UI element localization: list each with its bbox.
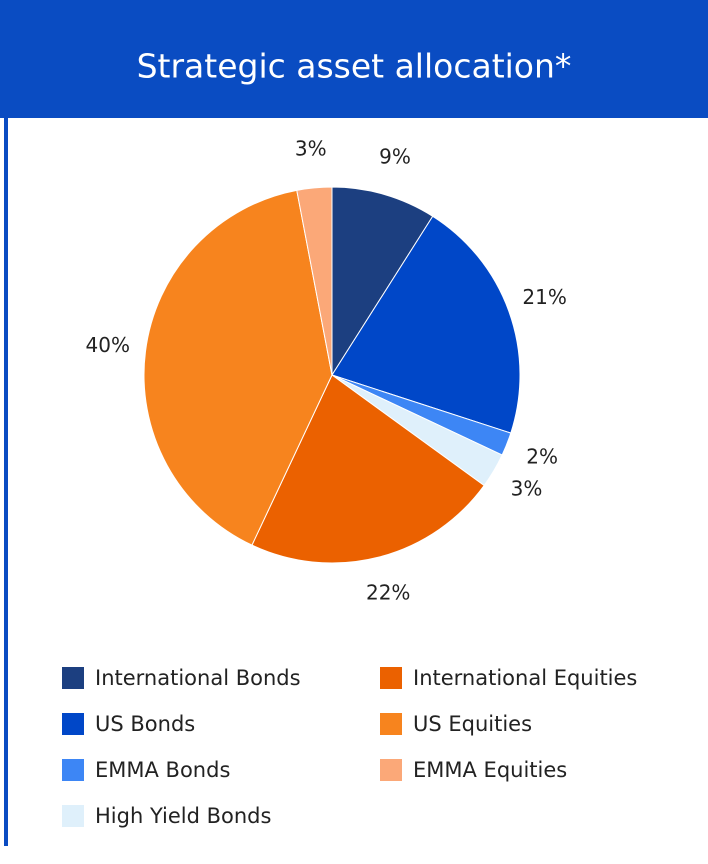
pie-slice <box>331 186 434 377</box>
data-label: 2% <box>526 445 558 469</box>
data-label: 21% <box>522 285 566 309</box>
legend-label: US Bonds <box>95 712 195 736</box>
legend-label: High Yield Bonds <box>95 804 271 828</box>
header-bar <box>0 0 708 118</box>
data-label: 3% <box>511 477 543 501</box>
legend-swatch <box>380 713 402 735</box>
legend-label: International Equities <box>413 666 637 690</box>
legend-swatch <box>380 759 402 781</box>
data-label: 40% <box>86 333 130 357</box>
legend-label: US Equities <box>413 712 532 736</box>
legend-swatch <box>380 667 402 689</box>
legend-swatch <box>62 805 84 827</box>
left-border <box>4 118 8 846</box>
legend-label: International Bonds <box>95 666 301 690</box>
legend-label: EMMA Bonds <box>95 758 230 782</box>
legend-label: EMMA Equities <box>413 758 567 782</box>
data-label: 22% <box>366 580 410 604</box>
legend-swatch <box>62 713 84 735</box>
chart-title: Strategic asset allocation* <box>137 47 572 86</box>
data-label: 9% <box>379 144 411 168</box>
pie-slice <box>143 189 333 546</box>
legend-swatch <box>62 667 84 689</box>
legend-swatch <box>62 759 84 781</box>
pie-slice <box>296 186 333 376</box>
pie-slice <box>331 215 521 434</box>
data-label: 3% <box>295 137 327 161</box>
